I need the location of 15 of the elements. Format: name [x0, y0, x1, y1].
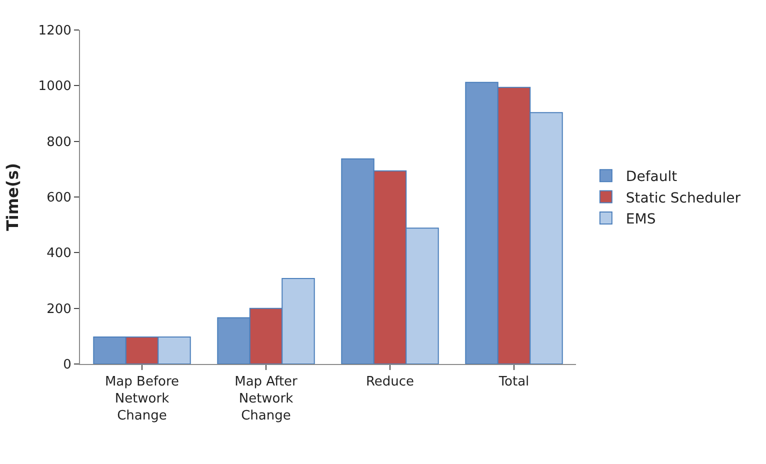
y-tick-label: 1000: [38, 79, 72, 94]
x-tick-label: Total: [498, 374, 530, 390]
x-tick-label: Map After Network Change: [234, 374, 298, 424]
legend-label: Static Scheduler: [626, 190, 741, 206]
y-tick-label: 0: [63, 358, 72, 373]
x-tick-label: Reduce: [366, 374, 414, 390]
x-tick-label: Map Before Network Change: [104, 374, 180, 424]
y-tick-label: 800: [46, 134, 72, 150]
legend-label: EMS: [626, 211, 656, 228]
legend-label: Default: [626, 169, 678, 186]
y-tick-label: 400: [46, 246, 72, 262]
y-axis-title: Time(s): [3, 162, 22, 232]
y-tick-label: 1200: [38, 24, 72, 39]
y-tick-label: 200: [46, 302, 72, 317]
y-tick-label: 600: [46, 190, 72, 206]
